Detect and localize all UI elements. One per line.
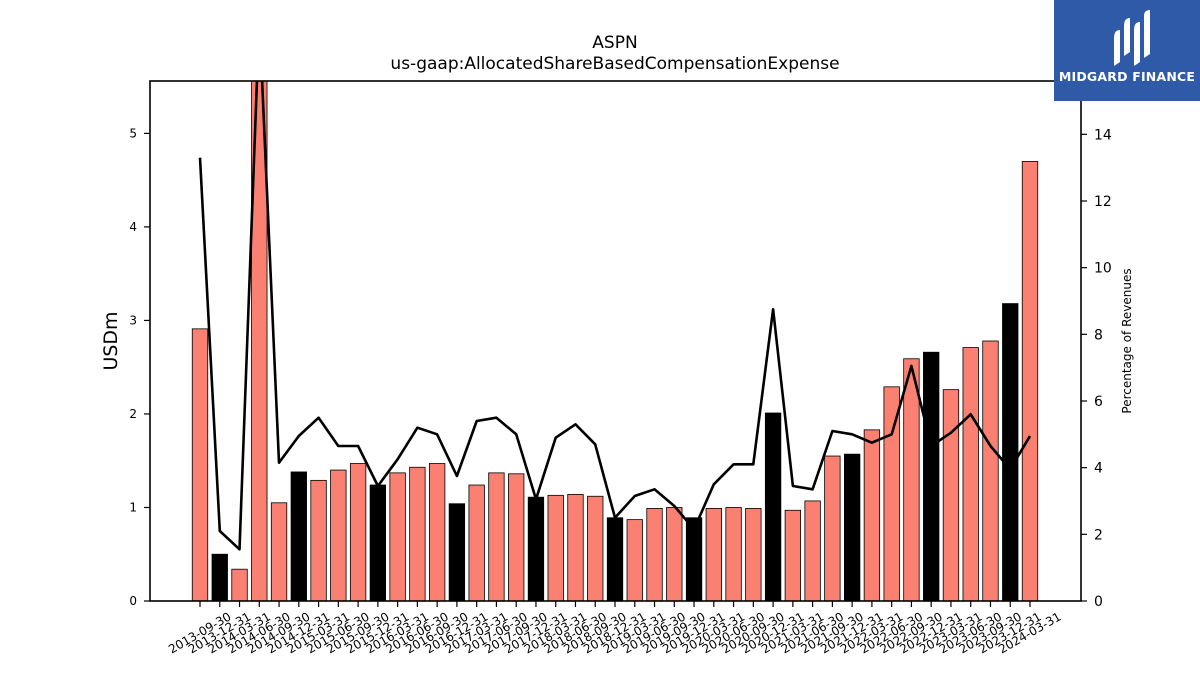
bar-2020-06-30 <box>725 507 742 601</box>
bar-2013-12-31 <box>211 553 228 601</box>
bar-2014-03-31 <box>231 568 248 601</box>
percentage-line <box>198 81 1032 551</box>
bar-2021-06-30 <box>804 500 821 601</box>
y-tick-label: 5 <box>129 126 137 140</box>
bar-2023-06-30 <box>962 347 979 601</box>
y2-tick-label: 12 <box>1094 194 1112 210</box>
bar-2020-03-31 <box>705 508 722 601</box>
bar-2021-03-31 <box>784 509 802 601</box>
bar-2017-09-30 <box>508 473 525 601</box>
bar-2022-06-30 <box>883 386 900 601</box>
y-tick-label: 0 <box>129 594 137 608</box>
y2-tick-label: 0 <box>1094 594 1103 610</box>
y-axis-label: USDm <box>100 311 122 370</box>
midgard-finance-logo: MIDGARD FINANCE <box>1054 0 1200 101</box>
bar-2017-06-30 <box>488 472 505 601</box>
bar-2018-09-30 <box>587 495 604 601</box>
y2-tick-label: 14 <box>1094 127 1112 143</box>
y-tick-label: 4 <box>129 220 137 234</box>
bar-2019-09-30 <box>666 507 683 601</box>
bar-2017-03-31 <box>468 484 485 601</box>
y2-axis-label: Percentage of Revenues <box>1120 268 1134 413</box>
bar-2021-09-30 <box>824 455 841 601</box>
bar-2018-12-31 <box>606 517 624 601</box>
y2-tick-label: 6 <box>1094 394 1103 410</box>
logo-text: MIDGARD FINANCE <box>1058 69 1196 84</box>
bar-2019-06-30 <box>646 508 663 601</box>
bar-2020-12-31 <box>764 412 782 601</box>
logo-mark-icon <box>1114 10 1150 66</box>
bar-2023-12-31 <box>1002 303 1019 601</box>
bar-2016-06-30 <box>409 466 426 601</box>
chart-title: ASPN us-gaap:AllocatedShareBasedCompensa… <box>0 33 1200 75</box>
y2-tick-label: 10 <box>1094 261 1112 277</box>
chart-subtitle: us-gaap:AllocatedShareBasedCompensationE… <box>390 54 840 74</box>
bar-2014-09-30 <box>270 502 288 601</box>
bar-2014-12-31 <box>290 471 307 601</box>
bar-2015-06-30 <box>330 469 347 601</box>
bar-2015-09-30 <box>349 463 367 601</box>
bar-2015-03-31 <box>310 479 327 601</box>
y2-tick-label: 8 <box>1094 327 1103 343</box>
bar-2023-03-31 <box>942 389 960 601</box>
y-tick-label: 1 <box>129 500 137 514</box>
y-tick-label: 2 <box>129 407 137 421</box>
bar-2023-09-30 <box>982 340 999 601</box>
bar-2019-03-31 <box>626 519 643 601</box>
bar-2024-03-31 <box>1021 161 1039 601</box>
bar-2015-12-31 <box>369 484 387 601</box>
bar-2013-09-30 <box>191 328 209 601</box>
y-tick-label: 3 <box>129 313 137 327</box>
bar-2016-03-31 <box>389 472 406 601</box>
y2-tick-label: 4 <box>1094 461 1103 477</box>
bar-2018-03-31 <box>547 494 564 601</box>
bar-2016-09-30 <box>428 463 446 601</box>
bar-2022-03-31 <box>863 429 881 601</box>
bar-2022-12-31 <box>923 351 940 601</box>
bar-2017-12-31 <box>527 496 545 601</box>
bar-2022-09-30 <box>903 358 920 601</box>
bar-2016-12-31 <box>448 503 466 601</box>
chart-title-ticker: ASPN <box>592 33 638 53</box>
bar-2018-06-30 <box>567 493 584 601</box>
bar-2021-12-31 <box>843 453 861 601</box>
y2-tick-label: 2 <box>1094 527 1103 543</box>
bar-2020-09-30 <box>745 508 762 601</box>
